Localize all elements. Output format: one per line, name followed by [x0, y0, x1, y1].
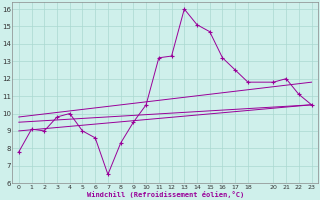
- X-axis label: Windchill (Refroidissement éolien,°C): Windchill (Refroidissement éolien,°C): [87, 191, 244, 198]
